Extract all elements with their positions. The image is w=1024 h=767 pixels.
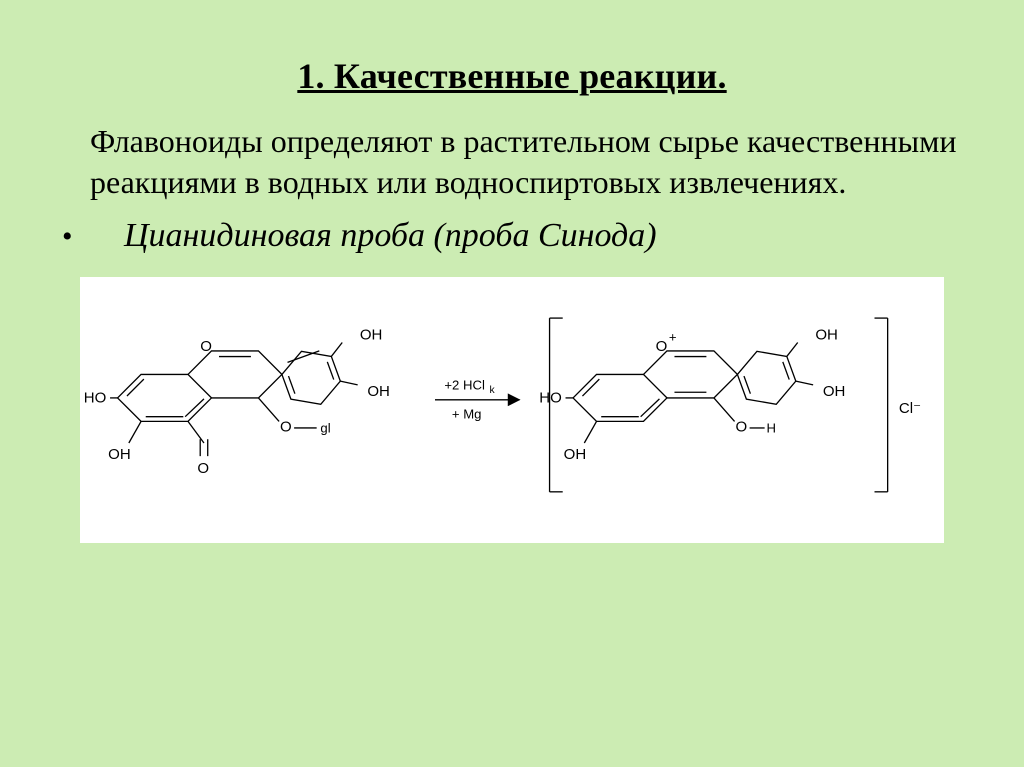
svg-text:OH: OH	[108, 446, 131, 463]
svg-text:+: +	[669, 329, 677, 344]
svg-text:OH: OH	[823, 383, 846, 400]
bullet-item: • Цианидиновая проба (проба Синода)	[60, 217, 964, 255]
slide-title: 1. Качественные реакции.	[60, 55, 964, 97]
reaction-diagram: HO OH O O O gl	[80, 287, 944, 537]
svg-text:H: H	[767, 421, 776, 436]
svg-text:+ Mg: + Mg	[452, 406, 482, 421]
slide-root: 1. Качественные реакции. Флавоноиды опре…	[0, 0, 1024, 767]
svg-text:+2 HCl: +2 HCl	[444, 377, 485, 392]
svg-text:O: O	[736, 419, 748, 436]
svg-text:OH: OH	[564, 446, 587, 463]
reaction-panel: HO OH O O O gl	[80, 277, 944, 543]
svg-text:O: O	[197, 460, 209, 477]
svg-text:OH: OH	[360, 327, 383, 344]
svg-text:O: O	[280, 419, 292, 436]
reaction-arrow-group: +2 HCl k + Mg	[435, 377, 520, 421]
intro-paragraph: Флавоноиды определяют в растительном сыр…	[90, 121, 964, 203]
svg-text:HO: HO	[539, 390, 562, 407]
bullet-marker: •	[60, 220, 124, 254]
molecule-right: HO OH O + O H	[539, 327, 845, 463]
svg-text:k: k	[489, 385, 495, 396]
svg-text:HO: HO	[84, 390, 107, 407]
bracket-right	[875, 318, 888, 492]
svg-text:O: O	[200, 338, 212, 355]
svg-text:gl: gl	[320, 421, 330, 436]
svg-text:OH: OH	[367, 383, 390, 400]
molecule-left: HO OH O O O gl	[84, 327, 390, 477]
svg-text:O: O	[656, 338, 668, 355]
counter-ion-label: Cl⁻	[899, 400, 921, 417]
bullet-label: Цианидиновая проба (проба Синода)	[124, 217, 657, 255]
svg-text:OH: OH	[815, 327, 838, 344]
